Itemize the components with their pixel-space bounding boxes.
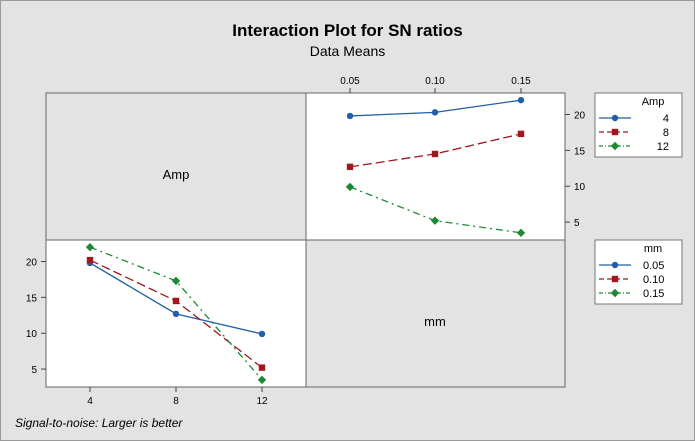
data-point-0.10 [258, 364, 266, 371]
data-point-4 [431, 109, 439, 116]
diagonal-label-mm: mm [424, 314, 446, 329]
data-point-0.10 [172, 297, 180, 305]
legend-bottom-box [594, 239, 683, 305]
data-point-0.15 [171, 276, 181, 286]
data-point-0.15 [85, 242, 95, 252]
data-point-12 [516, 228, 526, 238]
y-tick-label: 15 [574, 146, 586, 157]
legend-top-title: Amp [642, 96, 665, 108]
y-tick-label: 20 [26, 258, 38, 269]
y-tick-label: 20 [574, 111, 586, 122]
legend-top-swatch-marker [610, 141, 620, 151]
y-tick-label: 15 [26, 293, 38, 304]
legend-bottom-title: mm [644, 243, 662, 255]
legend-top-entry: 4 [663, 113, 669, 125]
legend-bottom-swatch-marker [610, 288, 620, 298]
data-point-0.10 [86, 256, 94, 264]
data-point-0.15 [257, 375, 267, 385]
footnote: Signal-to-noise: Larger is better [15, 416, 183, 430]
legend-bottom-entry: 0.05 [643, 260, 664, 272]
data-point-0.05 [172, 310, 180, 318]
x-tick-label: 12 [256, 396, 268, 407]
x-tick-label: 0.15 [511, 76, 531, 87]
data-point-8 [346, 163, 354, 171]
legend-top-entry: 12 [657, 141, 669, 153]
legend-bottom-entry: 0.15 [643, 288, 664, 300]
x-tick-label: 4 [87, 396, 93, 407]
legend-bottom-swatch-marker [611, 275, 619, 283]
data-point-12 [430, 216, 440, 225]
chart-title: Interaction Plot for SN ratios [232, 21, 463, 40]
legend-top-entry: 8 [663, 127, 669, 139]
panel-bottom-right [305, 239, 566, 388]
data-point-8 [431, 150, 439, 158]
legend-bottom-swatch-marker [611, 261, 619, 269]
data-point-12 [345, 182, 355, 192]
panel-top-left [45, 92, 307, 241]
y-tick-label: 10 [574, 182, 586, 193]
data-point-4 [517, 96, 525, 104]
legend-top-swatch-marker [611, 114, 619, 122]
x-tick-label: 0.10 [425, 76, 445, 87]
data-point-8 [517, 130, 525, 138]
legend-bottom-entry: 0.10 [643, 274, 664, 286]
chart-subtitle: Data Means [309, 43, 386, 59]
x-tick-label: 8 [173, 396, 179, 407]
data-point-4 [346, 112, 354, 120]
legend-top-swatch-marker [611, 128, 619, 136]
data-point-0.05 [258, 330, 266, 338]
x-tick-label: 0.05 [340, 76, 360, 87]
y-tick-label: 10 [26, 329, 38, 340]
y-tick-label: 5 [31, 365, 37, 376]
y-tick-label: 5 [574, 218, 580, 229]
diagonal-label-amp: Amp [163, 167, 190, 182]
